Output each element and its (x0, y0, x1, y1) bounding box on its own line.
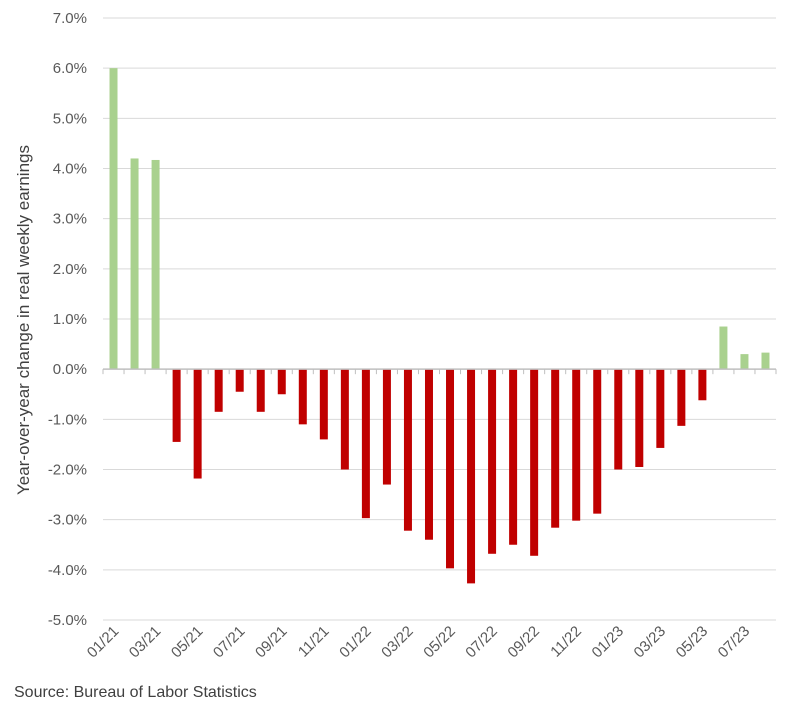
bar-05-23 (698, 369, 707, 401)
y-tick-label: 3.0% (53, 211, 87, 228)
bar-07-23 (740, 354, 749, 370)
bar-07-21 (235, 369, 244, 392)
bar-12-21 (340, 369, 349, 470)
bar-02-21 (130, 158, 139, 370)
x-tick-label: 07/21 (210, 623, 249, 662)
x-tick-label: 07/23 (715, 623, 754, 662)
bar-10-22 (551, 369, 560, 528)
bar-03-22 (403, 369, 412, 531)
bar-02-23 (635, 369, 644, 467)
x-tick-label: 11/22 (547, 623, 585, 661)
x-tick-label: 01/23 (589, 623, 628, 662)
bar-07-22 (488, 369, 497, 554)
bar-06-23 (719, 326, 728, 370)
bar-03-23 (656, 369, 665, 448)
x-tick-label: 07/22 (462, 623, 501, 662)
gridlines (103, 17, 776, 621)
y-tick-label: 5.0% (53, 110, 87, 127)
y-tick-label: 7.0% (53, 10, 87, 27)
bar-06-22 (467, 369, 476, 584)
bar-09-22 (530, 369, 539, 556)
y-tick-label: 1.0% (53, 311, 87, 328)
x-tick-label: 03/22 (378, 623, 417, 662)
x-tick-label: 09/22 (504, 623, 543, 662)
bar-01-21 (109, 68, 118, 370)
x-axis-tick-labels: 01/21 03/21 05/21 07/21 09/21 11/21 01/22 03/22… (84, 623, 754, 662)
y-tick-label: 0.0% (53, 361, 87, 378)
bar-03-21 (151, 159, 160, 370)
bar-08-23 (761, 352, 770, 370)
x-tick-label: 03/21 (126, 623, 165, 662)
bar-02-22 (382, 369, 391, 485)
x-tick-label: 01/21 (84, 623, 123, 662)
source-note: Source: Bureau of Labor Statistics (14, 684, 257, 701)
y-axis-label: Year-over-year change in real weekly ear… (14, 145, 33, 495)
y-tick-label: 2.0% (53, 261, 87, 278)
x-tick-label: 11/21 (295, 623, 333, 661)
y-tick-label: -3.0% (48, 512, 87, 529)
bar-06-21 (214, 369, 223, 412)
bar-12-22 (593, 369, 602, 514)
x-tick-label: 05/22 (420, 623, 459, 662)
bar-08-22 (509, 369, 518, 545)
bar-09-21 (277, 369, 286, 395)
bar-08-21 (256, 369, 265, 412)
y-tick-label: -4.0% (48, 562, 87, 579)
y-tick-label: -2.0% (48, 462, 87, 479)
bar-05-22 (446, 369, 455, 569)
x-tick-label: 05/23 (673, 623, 712, 662)
x-tick-label: 05/21 (168, 623, 207, 662)
y-tick-label: -5.0% (48, 612, 87, 629)
y-tick-label: 4.0% (53, 161, 87, 178)
bar-01-23 (614, 369, 623, 470)
bar-11-22 (572, 369, 581, 521)
bar-04-21 (172, 369, 181, 442)
x-axis (102, 368, 777, 375)
y-tick-label: 6.0% (53, 60, 87, 77)
x-tick-label: 01/22 (336, 623, 375, 662)
bar-01-22 (361, 369, 370, 519)
y-tick-label: -1.0% (48, 411, 87, 428)
bar-10-21 (298, 369, 307, 425)
x-tick-label: 03/23 (631, 623, 670, 662)
bar-05-21 (193, 369, 202, 479)
y-axis-tick-labels: -5.0% -4.0% -3.0% -2.0% -1.0% 0.0% 1.0% 2.0% 3.0… (48, 10, 87, 629)
bars (109, 68, 770, 584)
bar-04-22 (424, 369, 433, 540)
bar-11-21 (319, 369, 328, 440)
bar-04-23 (677, 369, 686, 426)
x-tick-label: 09/21 (252, 623, 291, 662)
